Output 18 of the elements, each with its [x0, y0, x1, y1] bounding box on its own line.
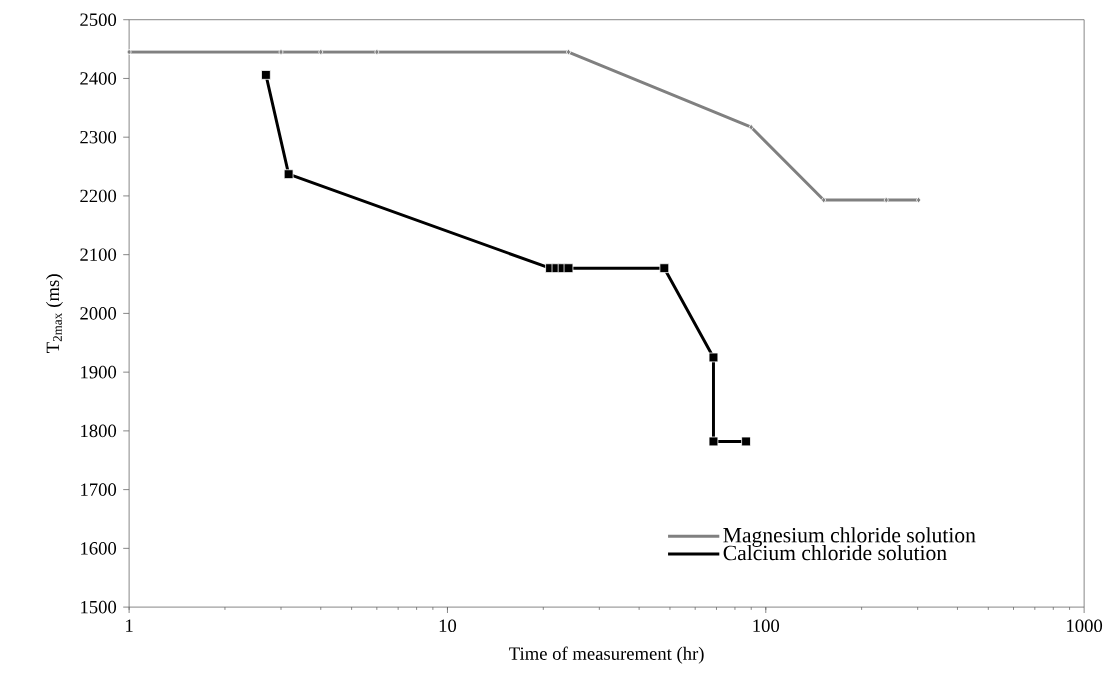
x-tick-label: 1 [126, 619, 133, 632]
y-tick-label: 2200 [80, 189, 117, 203]
y-tick-label: 2400 [80, 72, 117, 85]
x-tick-label: 1000 [1067, 619, 1103, 633]
legend-label: Calcium chloride solution [723, 545, 947, 561]
y-tick-label: 1900 [81, 365, 117, 379]
y-tick-label: 1700 [81, 483, 117, 496]
y-tick-label: 1600 [81, 542, 117, 555]
y-tick-label: 2500 [80, 13, 117, 26]
y-tick-label: 2100 [80, 248, 117, 261]
y-tick-label: 1800 [81, 424, 117, 438]
y-tick-label: 1500 [81, 600, 117, 614]
x-tick-label: 10 [439, 619, 457, 633]
x-axis-title: Time of measurement (hr) [509, 646, 704, 664]
x-tick-label: 100 [753, 619, 780, 633]
y-axis-title: T$_{2max}$ (ms) [46, 274, 63, 353]
y-tick-label: 2000 [80, 307, 117, 320]
y-tick-label: 2300 [80, 130, 117, 144]
